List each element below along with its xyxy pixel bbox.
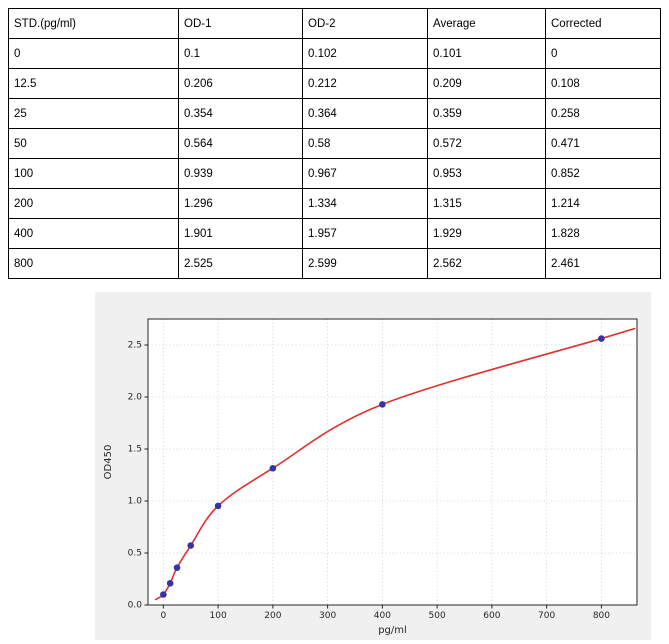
table-cell: 1.901	[178, 218, 303, 249]
table-row: 800 2.525 2.599 2.562 2.461	[8, 248, 661, 279]
standard-curve-chart	[95, 292, 651, 640]
table-cell: 0.206	[178, 68, 303, 99]
table-cell: 0.359	[427, 98, 546, 129]
table-header-row: STD.(pg/ml) OD-1 OD-2 Average Corrected	[8, 8, 661, 39]
table-cell: 0	[8, 38, 179, 69]
table-cell: 0.953	[427, 158, 546, 189]
table-cell: 2.525	[178, 248, 303, 279]
table-cell: 1.957	[302, 218, 428, 249]
table-cell: 0.364	[302, 98, 428, 129]
table-cell: 1.929	[427, 218, 546, 249]
table-cell: 2.599	[302, 248, 428, 279]
table-header-cell: OD-2	[302, 8, 428, 39]
table-cell: 2.562	[427, 248, 546, 279]
table-row: 25 0.354 0.364 0.359 0.258	[8, 98, 661, 129]
table-cell: 25	[8, 98, 179, 129]
table-cell: 0.852	[545, 158, 661, 189]
table-cell: 400	[8, 218, 179, 249]
table-cell: 0.212	[302, 68, 428, 99]
table-row: 100 0.939 0.967 0.953 0.852	[8, 158, 661, 189]
table-cell: 100	[8, 158, 179, 189]
table-row: 200 1.296 1.334 1.315 1.214	[8, 188, 661, 219]
table-header-cell: STD.(pg/ml)	[8, 8, 179, 39]
standard-curve-figure	[95, 292, 661, 640]
table-cell: 50	[8, 128, 179, 159]
table-row: 12.5 0.206 0.212 0.209 0.108	[8, 68, 661, 99]
table-cell: 1.334	[302, 188, 428, 219]
table-cell: 0.1	[178, 38, 303, 69]
table-header-cell: Corrected	[545, 8, 661, 39]
table-row: 0 0.1 0.102 0.101 0	[8, 38, 661, 69]
table-row: 400 1.901 1.957 1.929 1.828	[8, 218, 661, 249]
table-cell: 12.5	[8, 68, 179, 99]
table-cell: 1.296	[178, 188, 303, 219]
table-row: 50 0.564 0.58 0.572 0.471	[8, 128, 661, 159]
table-cell: 0.572	[427, 128, 546, 159]
table-cell: 0	[545, 38, 661, 69]
table-header-cell: OD-1	[178, 8, 303, 39]
table-cell: 0.108	[545, 68, 661, 99]
table-header-cell: Average	[427, 8, 546, 39]
table-cell: 1.214	[545, 188, 661, 219]
standards-table: STD.(pg/ml) OD-1 OD-2 Average Corrected 0 0.1…	[8, 8, 661, 279]
table-cell: 0.101	[427, 38, 546, 69]
table-cell: 0.354	[178, 98, 303, 129]
table-cell: 0.58	[302, 128, 428, 159]
table-cell: 200	[8, 188, 179, 219]
table-cell: 1.828	[545, 218, 661, 249]
table-cell: 0.209	[427, 68, 546, 99]
table-cell: 2.461	[545, 248, 661, 279]
table-cell: 0.564	[178, 128, 303, 159]
table-cell: 0.258	[545, 98, 661, 129]
table-cell: 0.102	[302, 38, 428, 69]
table-cell: 0.939	[178, 158, 303, 189]
table-cell: 1.315	[427, 188, 546, 219]
table-cell: 0.967	[302, 158, 428, 189]
table-cell: 0.471	[545, 128, 661, 159]
table-cell: 800	[8, 248, 179, 279]
